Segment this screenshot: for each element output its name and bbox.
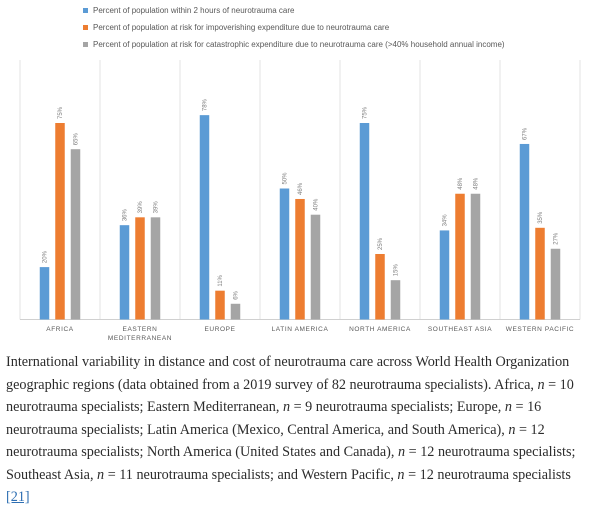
category-label-2: EASTERN <box>123 326 158 333</box>
caption-text: = 9 neurotrauma specialists; Europe, <box>290 399 505 415</box>
bar-3-7 <box>550 248 561 320</box>
caption-italic-n: n <box>504 399 512 415</box>
category-label-5: NORTH AMERICA <box>349 326 411 333</box>
bar-3-1 <box>70 149 81 320</box>
data-label-1-6: 34% <box>443 214 449 227</box>
caption-italic-n: n <box>282 399 291 415</box>
bar-1-4 <box>279 188 290 320</box>
data-label-1-7: 67% <box>523 127 529 140</box>
bar-1-1 <box>39 267 50 320</box>
category-label-2: MEDITERRANEAN <box>108 335 172 342</box>
legend-swatch-3 <box>83 42 88 47</box>
data-label-3-3: 6% <box>234 290 240 299</box>
caption-italic-n: n <box>397 466 405 483</box>
bar-2-2 <box>135 217 145 320</box>
caption-text: = 12 neurotrauma specialists; North Amer… <box>6 421 545 461</box>
caption-italic-n: n <box>97 466 105 483</box>
bar-chart: Percent of population within 2 hours of … <box>19 6 581 342</box>
caption-text: = 12 neurotrauma specialists <box>404 466 571 483</box>
bar-2-7 <box>535 227 545 320</box>
data-label-1-2: 36% <box>123 209 129 222</box>
data-label-3-7: 27% <box>554 232 560 245</box>
bar-3-5 <box>390 280 401 320</box>
data-label-1-4: 50% <box>283 172 289 185</box>
bar-1-3 <box>199 115 210 320</box>
legend-entry-1: Percent of population within 2 hours of … <box>83 6 295 15</box>
bar-3-6 <box>470 193 481 320</box>
legend-label-3: Percent of population at risk for catast… <box>93 40 505 49</box>
caption-italic-n: n <box>537 376 545 393</box>
category-label-1: AFRICA <box>46 326 73 333</box>
data-label-2-3: 11% <box>218 274 224 286</box>
legend-label-2: Percent of population at risk for impove… <box>93 23 390 32</box>
data-label-3-4: 40% <box>314 198 320 211</box>
bar-2-1 <box>55 123 65 320</box>
caption-text: = 12 neurotrauma specialists; Southeast … <box>6 444 576 483</box>
bar-1-2 <box>119 225 130 320</box>
caption-text: = 11 neurotrauma specialists; and Wester… <box>104 466 398 483</box>
bar-3-2 <box>150 217 161 320</box>
bar-2-5 <box>375 254 385 320</box>
caption-text: = 10 neurotrauma specialists; Eastern Me… <box>6 376 574 416</box>
legend-entry-3: Percent of population at risk for catast… <box>83 40 505 49</box>
bar-1-6 <box>439 230 450 320</box>
data-label-2-5: 25% <box>378 237 384 250</box>
caption-italic-n: n <box>508 421 516 438</box>
chart-figure: Percent of population within 2 hours of … <box>19 6 581 342</box>
bar-2-3 <box>215 290 225 320</box>
legend-label-1: Percent of population within 2 hours of … <box>93 6 295 15</box>
legend-swatch-1 <box>83 8 88 13</box>
category-label-7: WESTERN PACIFIC <box>506 326 574 333</box>
figure-caption: International variability in distance an… <box>6 351 598 509</box>
data-label-3-5: 15% <box>394 264 400 277</box>
data-label-2-4: 46% <box>298 182 304 195</box>
data-label-3-1: 65% <box>74 133 80 146</box>
caption-text: International variability in distance an… <box>6 354 570 393</box>
legend-swatch-2 <box>83 25 88 30</box>
category-label-3: EUROPE <box>204 326 235 333</box>
caption-italic-n: n <box>398 444 406 460</box>
category-label-6: SOUTHEAST ASIA <box>428 326 492 333</box>
bar-1-5 <box>359 123 370 320</box>
reference-link[interactable]: [21] <box>6 489 30 505</box>
data-label-2-7: 35% <box>538 211 544 224</box>
data-label-1-1: 20% <box>43 250 49 263</box>
legend-entry-2: Percent of population at risk for impove… <box>83 23 390 32</box>
data-label-1-3: 78% <box>203 98 209 111</box>
caption-text: = 16 neurotrauma specialists; Latin Amer… <box>6 399 542 438</box>
data-label-3-2: 39% <box>154 201 160 214</box>
bar-2-4 <box>295 198 305 320</box>
data-label-3-6: 48% <box>474 177 480 190</box>
bar-3-4 <box>310 214 321 320</box>
category-label-4: LATIN AMERICA <box>272 326 329 333</box>
data-label-2-1: 75% <box>58 106 64 119</box>
data-label-2-6: 48% <box>458 177 464 190</box>
data-label-1-5: 75% <box>363 106 369 119</box>
data-label-2-2: 39% <box>138 201 144 214</box>
bar-1-7 <box>519 143 530 320</box>
bar-3-3 <box>230 303 241 320</box>
bar-2-6 <box>455 193 465 320</box>
